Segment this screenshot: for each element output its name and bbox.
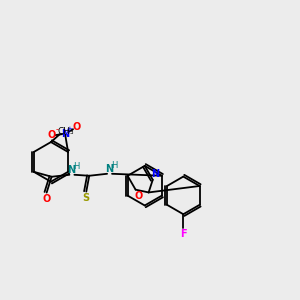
Text: N: N [105,164,113,174]
Text: O: O [73,122,81,132]
Text: CH₃: CH₃ [58,127,74,136]
Text: O: O [43,194,51,203]
Text: F: F [180,229,187,239]
Text: S: S [83,193,90,202]
Text: N: N [151,169,159,179]
Text: H: H [111,161,117,170]
Text: -: - [56,125,59,134]
Text: N: N [61,129,69,139]
Text: H: H [73,162,80,171]
Text: N: N [68,165,76,175]
Text: O: O [47,130,56,140]
Text: +: + [66,126,72,132]
Text: O: O [134,190,143,201]
